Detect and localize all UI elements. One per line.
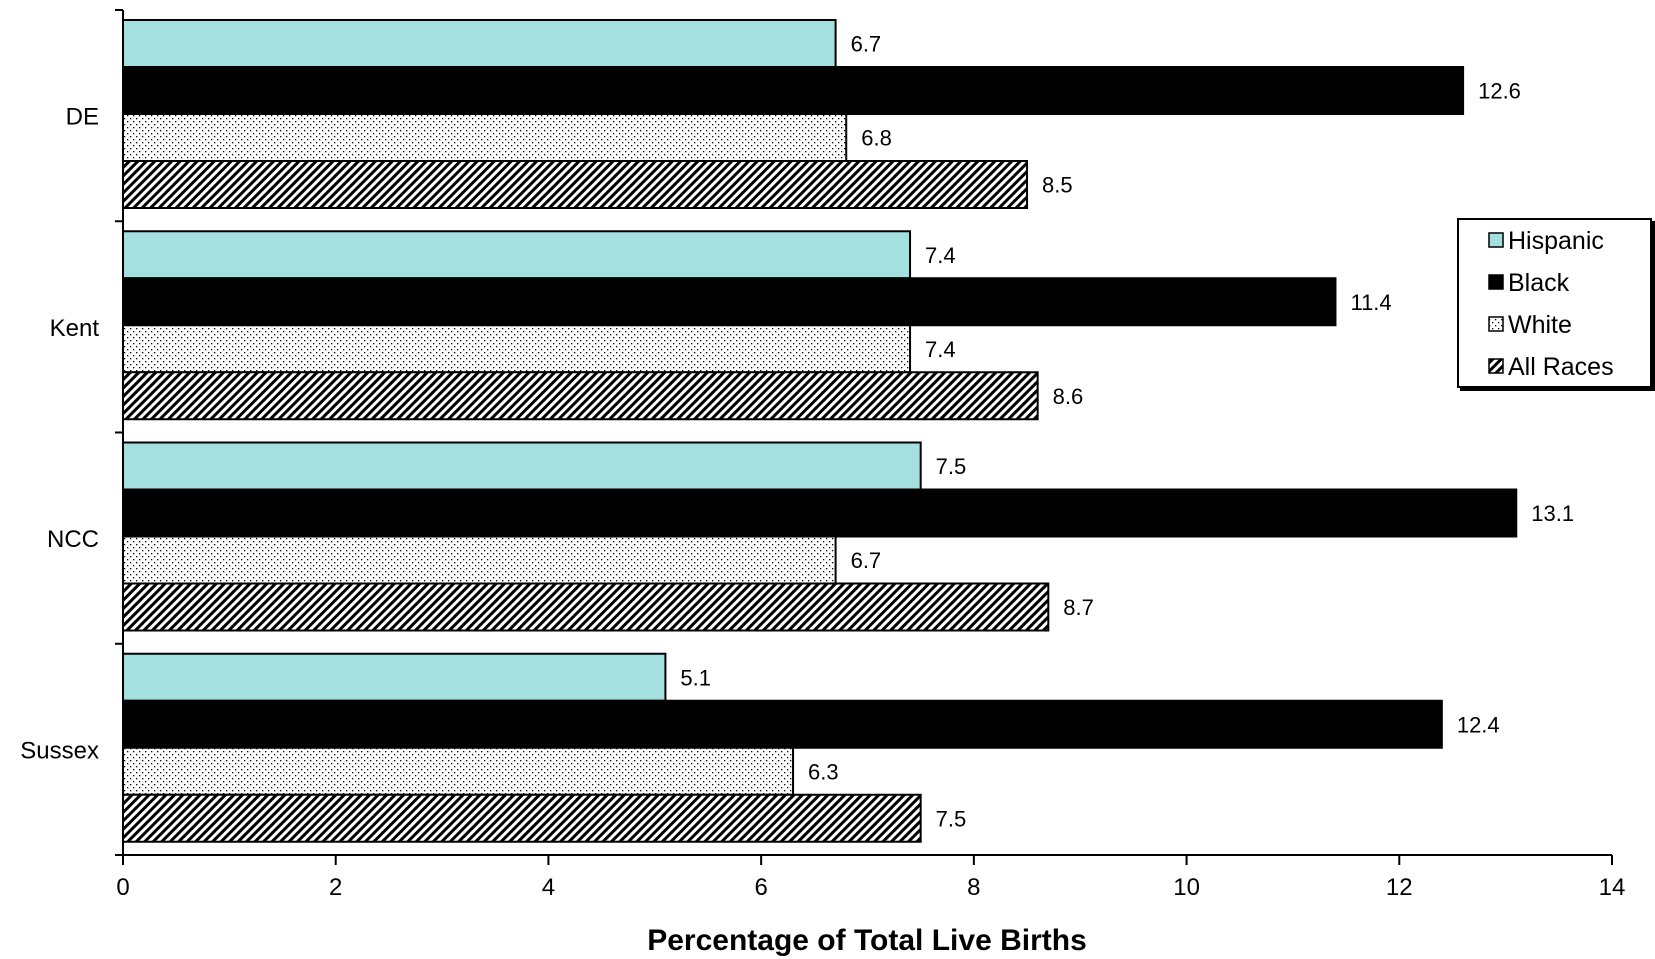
data-label-kent-black: 11.4 <box>1350 290 1391 315</box>
x-tick-label: 6 <box>754 874 767 901</box>
bars-layer <box>122 19 1518 843</box>
data-label-kent-hispanic: 7.4 <box>925 243 956 268</box>
data-label-de-hispanic: 6.7 <box>851 32 882 57</box>
bar-de-black <box>122 66 1465 115</box>
bar-ncc-white <box>122 535 837 585</box>
bar-ncc-all-races <box>122 582 1050 632</box>
data-label-de-white: 6.8 <box>861 126 892 151</box>
bar-ncc-hispanic <box>122 441 922 491</box>
data-label-ncc-white: 6.7 <box>851 548 882 573</box>
legend-label-all-races: All Races <box>1508 353 1614 381</box>
legend-label-hispanic: Hispanic <box>1508 227 1604 255</box>
bar-sussex-hispanic <box>122 652 667 702</box>
x-tick-label: 12 <box>1386 874 1413 901</box>
data-label-sussex-hispanic: 5.1 <box>680 665 711 690</box>
category-label-sussex: Sussex <box>20 737 99 764</box>
data-label-sussex-all-races: 7.5 <box>936 806 967 831</box>
legend-swatch-hispanic <box>1488 232 1504 248</box>
data-label-de-all-races: 8.5 <box>1042 173 1073 198</box>
category-label-kent: Kent <box>50 315 100 342</box>
data-labels-layer: 6.7 12.6 6.8 8.5 7.4 11.4 7.4 8.6 7.5 13.1 6.7 8.7 5… <box>680 32 1574 832</box>
bar-de-hispanic <box>122 19 837 68</box>
data-label-ncc-all-races: 8.7 <box>1063 595 1094 620</box>
legend-swatch-black <box>1488 274 1504 290</box>
bar-sussex-black <box>122 699 1443 749</box>
legend: Hispanic Black White All Races <box>1457 218 1652 388</box>
category-labels: DE Kent NCC Sussex <box>20 104 99 765</box>
bar-kent-black <box>122 277 1337 327</box>
bar-kent-hispanic <box>122 230 912 280</box>
legend-swatch-all-races <box>1488 358 1504 374</box>
data-label-de-black: 12.6 <box>1478 79 1521 104</box>
data-label-sussex-white: 6.3 <box>808 759 839 784</box>
x-tick-label: 2 <box>329 874 342 901</box>
legend-label-black: Black <box>1508 269 1570 297</box>
bar-sussex-white <box>122 746 795 796</box>
category-label-de: DE <box>66 104 99 131</box>
x-tick-label: 10 <box>1173 874 1200 901</box>
data-label-kent-white: 7.4 <box>925 337 956 362</box>
bar-kent-all-races <box>122 371 1039 421</box>
legend-label-white: White <box>1508 311 1572 339</box>
bar-ncc-black <box>122 488 1518 538</box>
bar-de-all-races <box>122 160 1029 209</box>
bar-de-white <box>122 113 848 162</box>
x-axis-title: Percentage of Total Live Births <box>647 924 1087 957</box>
x-ticks: 0 2 4 6 8 10 12 14 <box>116 855 1625 901</box>
x-tick-label: 8 <box>967 874 980 901</box>
data-label-ncc-hispanic: 7.5 <box>936 454 967 479</box>
legend-swatch-white <box>1488 316 1504 332</box>
x-tick-label: 4 <box>542 874 555 901</box>
bar-kent-white <box>122 324 912 374</box>
data-label-ncc-black: 13.1 <box>1531 501 1574 526</box>
data-label-kent-all-races: 8.6 <box>1053 384 1084 409</box>
category-label-ncc: NCC <box>47 526 99 553</box>
data-label-sussex-black: 12.4 <box>1457 712 1500 737</box>
y-ticks <box>115 9 123 856</box>
x-tick-label: 14 <box>1599 874 1626 901</box>
bar-sussex-all-races <box>122 793 922 843</box>
x-tick-label: 0 <box>116 874 129 901</box>
